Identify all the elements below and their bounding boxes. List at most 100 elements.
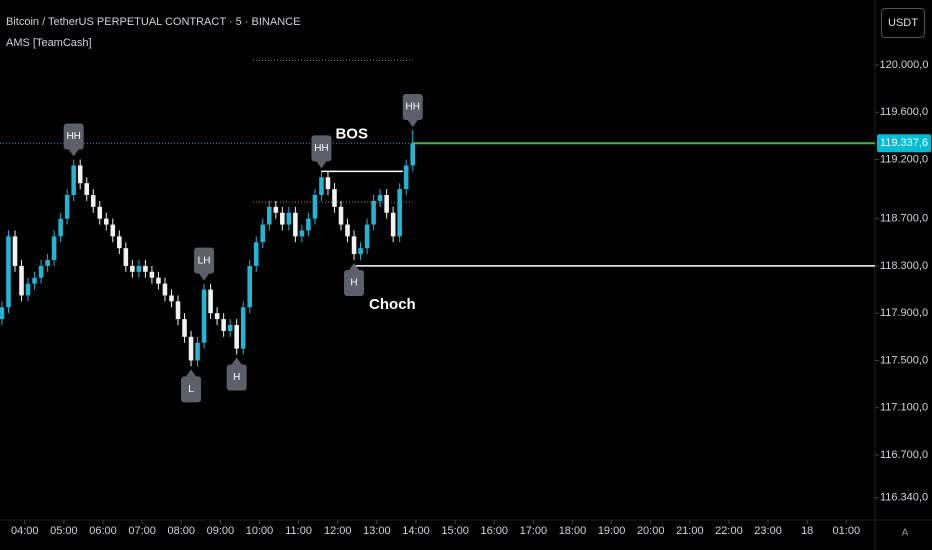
symbol-title: Bitcoin / TetherUS PERPETUAL CONTRACT · … <box>6 16 301 28</box>
candle-body <box>390 212 396 237</box>
candle-body <box>227 325 233 331</box>
candle-body <box>188 336 194 361</box>
candle-body <box>162 283 168 296</box>
candle-body <box>51 236 57 260</box>
candle-body <box>84 183 89 195</box>
annotation-pointer <box>199 273 210 281</box>
candle-body <box>260 224 266 243</box>
candle-body <box>32 277 37 284</box>
candle-body <box>403 165 409 190</box>
candle-body <box>273 206 279 213</box>
y-tick-label: 117.500,0 <box>880 354 928 366</box>
x-tick-label: 18 <box>801 525 813 537</box>
currency-button[interactable]: USDT <box>881 8 925 38</box>
candle-body <box>45 260 50 266</box>
candle-body <box>221 319 226 331</box>
x-tick-label: 12:00 <box>324 525 352 537</box>
annotation-box <box>181 376 202 403</box>
candle-body <box>299 230 305 237</box>
candle-body <box>364 224 370 249</box>
candle-body <box>325 177 331 190</box>
annotation-box <box>344 270 365 296</box>
candle-body <box>6 236 11 308</box>
annotation-pointer <box>407 120 418 127</box>
annotation-label: H <box>350 278 357 289</box>
y-tick-label: 117.900,0 <box>880 307 928 319</box>
last-price-label: 119.337,6 <box>880 137 928 149</box>
annotation-pointer <box>68 149 79 157</box>
x-tick-label: 17:00 <box>520 525 548 537</box>
candle-body <box>208 289 213 314</box>
candle-body <box>397 189 402 237</box>
candle-body <box>332 189 337 207</box>
bos-label: BOS <box>335 125 368 142</box>
annotation-box <box>402 94 423 120</box>
candle-body <box>149 271 155 278</box>
x-tick-label: 15:00 <box>441 525 469 537</box>
x-tick-label: 08:00 <box>167 525 195 537</box>
annotation-label: HH <box>405 102 419 113</box>
candle-body <box>90 195 96 207</box>
annotation-pointer <box>231 357 242 365</box>
candle-body <box>280 212 285 225</box>
y-tick-label: 116.700,0 <box>880 449 928 461</box>
x-tick-label: 06:00 <box>89 525 117 537</box>
candle-body <box>117 236 122 249</box>
y-tick-label: 119.600,0 <box>880 106 928 118</box>
candle-body <box>319 177 324 195</box>
scale-mode: A <box>902 528 909 539</box>
y-tick-label: 120.000,0 <box>880 59 929 71</box>
candle-body <box>293 212 298 237</box>
candle-body <box>143 265 148 272</box>
x-tick-label: 05:00 <box>50 525 78 537</box>
annotation-pointer <box>349 263 360 270</box>
x-tick-label: 01:00 <box>833 525 861 537</box>
x-tick-label: 16:00 <box>480 525 508 537</box>
annotation-box <box>226 364 247 391</box>
x-tick-label: 13:00 <box>363 525 391 537</box>
annotation-label: L <box>188 384 194 395</box>
x-tick-label: 19:00 <box>598 525 626 537</box>
candle-body <box>77 165 83 184</box>
annotation-box <box>194 247 215 274</box>
candle-body <box>136 265 142 272</box>
x-tick-label: 10:00 <box>246 525 274 537</box>
y-tick-label: 118.300,0 <box>880 260 928 272</box>
candle-body <box>25 283 31 296</box>
annotation-label: HH <box>66 131 80 142</box>
candle-body <box>358 248 363 255</box>
candle-body <box>377 195 383 201</box>
x-tick-label: 23:00 <box>754 525 782 537</box>
candle-body <box>123 248 129 266</box>
candle-body <box>103 218 109 225</box>
annotation-label: H <box>233 372 240 383</box>
candle-body <box>345 224 350 237</box>
y-tick-label: 117.100,0 <box>880 402 928 414</box>
last-price-tag <box>877 134 931 153</box>
candle-body <box>71 165 76 195</box>
annotation-label: HH <box>314 143 328 154</box>
choch-label: Choch <box>369 296 416 313</box>
x-tick-label: 21:00 <box>676 525 704 537</box>
candle-body <box>19 265 24 296</box>
candle-body <box>312 195 318 219</box>
annotation-pointer <box>186 369 197 377</box>
candle-body <box>410 143 416 166</box>
candle-body <box>214 313 220 320</box>
candle-body <box>130 265 135 272</box>
candle-body <box>156 277 161 284</box>
x-tick-label: 07:00 <box>128 525 156 537</box>
candle-body <box>247 265 253 308</box>
candle-body <box>169 295 174 302</box>
candle-body <box>175 301 181 320</box>
y-tick-label: 119.200,0 <box>880 153 928 165</box>
x-tick-label: 18:00 <box>559 525 587 537</box>
annotation-box <box>63 123 84 150</box>
candle-body <box>58 218 63 237</box>
candle-body <box>97 206 103 219</box>
candle-body <box>38 265 44 278</box>
candle-body <box>338 206 344 225</box>
annotation-box <box>311 135 332 162</box>
x-tick-label: 04:00 <box>11 525 39 537</box>
